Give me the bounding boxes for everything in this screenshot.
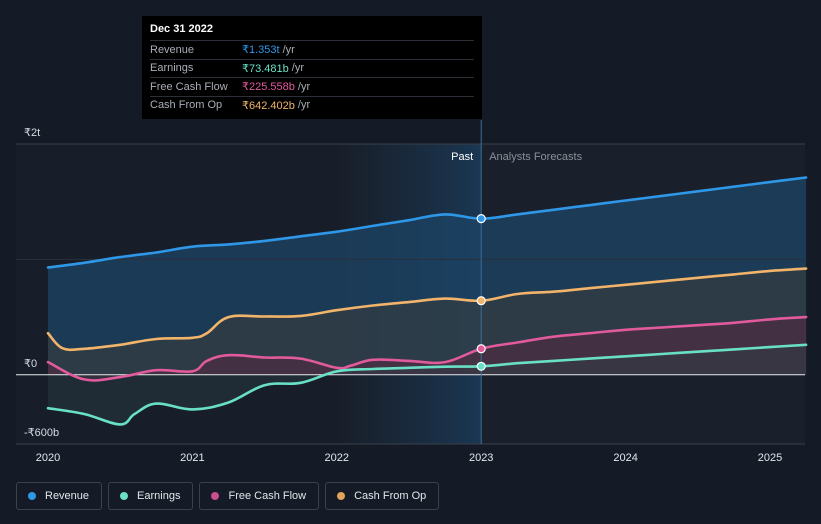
tooltip-row-label: Free Cash Flow [150,80,228,93]
series-marker-cash-from-op [476,296,486,306]
y-tick-label: -₹600b [24,427,59,439]
chart-legend: Revenue Earnings Free Cash Flow Cash Fro… [16,482,440,510]
tooltip-row-value: ₹1.353t [242,44,280,57]
legend-item-earnings[interactable]: Earnings [108,482,194,510]
legend-item-revenue[interactable]: Revenue [16,482,103,510]
legend-dot-icon [211,492,220,500]
tooltip-row-value: ₹642.402b [242,99,295,112]
tooltip-row-value: ₹73.481b [242,62,289,75]
forecast-label: Analysts Forecasts [489,151,582,163]
legend-item-cash-from-op[interactable]: Cash From Op [325,482,440,510]
tooltip-date: Dec 31 2022 [150,23,213,35]
y-tick-label: ₹2t [24,127,40,139]
series-line-cash-from-op [46,267,808,352]
x-tick-label: 2021 [180,452,204,464]
tooltip-row-unit: /yr [282,43,295,56]
x-tick-label: 2020 [36,452,60,464]
tooltip-row-earnings: Earnings ₹73.481b /yr [150,58,474,78]
tooltip-row-label: Earnings [150,62,194,75]
tooltip-row-label: Cash From Op [150,99,223,112]
series-marker-revenue [476,214,486,224]
legend-label: Revenue [45,490,90,502]
tooltip-row-unit: /yr [291,62,304,75]
y-tick-label: ₹0 [24,358,37,370]
series-marker-earnings [476,361,486,371]
series-line-free-cash-flow [46,315,808,382]
legend-label: Earnings [137,490,181,502]
legend-dot-icon [28,492,36,500]
past-label: Past [451,151,473,163]
legend-item-free-cash-flow[interactable]: Free Cash Flow [199,482,320,510]
series-line-earnings [46,343,808,426]
tooltip-row-unit: /yr [297,80,311,93]
series-marker-free-cash-flow [476,344,486,354]
series-line-revenue [46,176,808,269]
legend-dot-icon [120,492,129,500]
x-tick-label: 2025 [758,452,782,464]
legend-label: Cash From Op [354,490,427,502]
tooltip-row-cash-from-op: Cash From Op ₹642.402b /yr [150,95,474,115]
x-tick-label: 2023 [469,452,493,464]
legend-dot-icon [337,492,346,500]
tooltip-row-free-cash-flow: Free Cash Flow ₹225.558b /yr [150,77,474,96]
series-area-free-cash-flow [48,317,807,381]
tooltip-row-value: ₹225.558b [242,81,295,94]
series-area-earnings [48,344,807,425]
tooltip: Dec 31 2022 Revenue ₹1.353t /yr Earnings… [142,16,482,119]
x-tick-label: 2022 [325,452,349,464]
legend-label: Free Cash Flow [228,490,307,502]
tooltip-row-label: Revenue [150,43,195,56]
tooltip-row-unit: /yr [297,99,311,112]
x-tick-label: 2024 [613,452,637,464]
tooltip-row-revenue: Revenue ₹1.353t /yr [150,40,474,59]
